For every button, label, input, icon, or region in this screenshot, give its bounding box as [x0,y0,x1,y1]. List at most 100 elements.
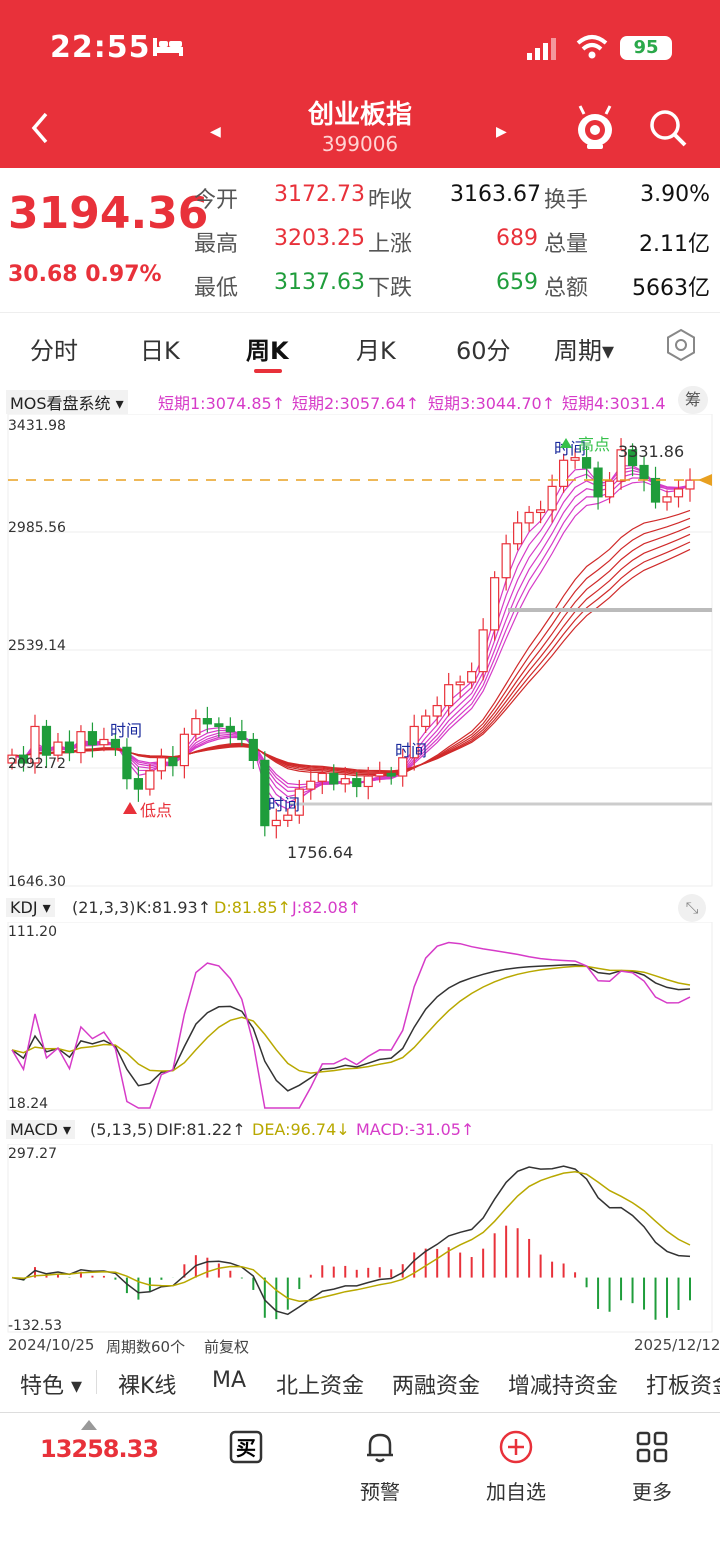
adjust-mode[interactable]: 前复权 [204,1338,250,1356]
macd-dif-value: DIF:81.22↑ [156,1120,246,1139]
tab-limit-up[interactable]: 打板资金 [646,1374,720,1399]
candle [639,464,649,480]
settings-hexagon-icon[interactable] [664,328,698,362]
candle [145,770,155,790]
chart-grid [7,414,713,887]
macd-selector[interactable]: MACD ▾ [6,1120,76,1139]
candle [386,772,396,777]
chip-distribution-button[interactable]: 筹 [678,386,708,414]
high-value: 3203.25 [274,226,365,251]
volume-label: 总量 [544,232,589,257]
short-term-3: 短期3:3044.70↑ [428,394,556,413]
more-button[interactable]: 更多 [602,1429,702,1505]
main-indicator-selector[interactable]: MOS看盘系统 ▾ [6,390,128,414]
candle [547,485,557,511]
down-count-value: 659 [496,270,538,295]
tab-margin[interactable]: 两融资金 [392,1374,481,1399]
low-label: 最低 [194,276,239,301]
assistant-mascot-icon[interactable] [574,104,616,150]
tab-monthly-k[interactable]: 月K [356,337,396,365]
tab-ma[interactable]: MA [212,1368,247,1393]
candle [536,509,546,514]
kdj-selector[interactable]: KDJ ▾ [6,898,55,917]
candle [467,671,477,683]
candle [317,772,327,782]
kdj-d-line [11,965,691,1074]
kdj-d-value: D:81.85↑ [214,898,291,917]
macd-histogram [22,1225,691,1320]
tab-northbound[interactable]: 北上资金 [276,1374,365,1399]
tab-intraday[interactable]: 分时 [30,337,78,365]
active-tab-indicator [254,369,282,373]
buy-button[interactable]: 买 [196,1429,296,1476]
up-count-label: 上涨 [368,232,413,257]
turnover-label: 换手 [544,188,589,213]
more-label: 更多 [632,1480,672,1504]
candle [558,459,569,487]
bottom-navigation: 13258.33 买 预警 加自选 更多 [0,1412,720,1558]
expand-up-icon[interactable] [80,1419,98,1431]
up-count-value: 689 [496,226,538,251]
candle [570,457,580,461]
short-term-4: 短期4:3031.4 [562,394,666,413]
add-watchlist-button[interactable]: 加自选 [466,1429,566,1505]
back-icon[interactable] [26,108,56,148]
time-label-2: 时间 [268,795,300,814]
high-price-mark: 3331.86 [618,442,684,461]
candle [64,741,75,754]
tab-daily-k[interactable]: 日K [140,337,180,365]
index-ticker[interactable]: 13258.33 [40,1435,159,1463]
kline-chart[interactable]: 3431.98 2985.56 2539.14 2092.72 1646.30 … [0,414,720,888]
tab-holdings-change[interactable]: 增减持资金 [508,1374,619,1399]
x-axis-start: 2024/10/25 [8,1336,95,1354]
time-label-4: 时间 [554,439,586,458]
search-icon[interactable] [648,108,688,148]
candle [237,731,247,741]
tab-featured[interactable]: 特色 ▾ [20,1374,83,1399]
prev-stock-icon[interactable]: ◀ [210,124,221,140]
candle [340,778,350,785]
y-axis-bottom: 1646.30 [8,874,66,888]
prev-close-value: 3163.67 [450,182,541,207]
candle [685,479,695,490]
add-watchlist-label: 加自选 [486,1480,546,1504]
candle [398,757,408,777]
y-axis-3: 2539.14 [8,638,66,654]
low-price-mark: 1756.64 [287,843,353,862]
kdj-indicator-bar: KDJ ▾ (21,3,3) K:81.93↑ D:81.85↑ J:82.08… [0,894,720,922]
alert-button[interactable]: 预警 [330,1429,430,1505]
candle [202,718,212,725]
expand-icon[interactable]: ⤡ [678,894,706,922]
tab-period-dropdown[interactable]: 周期▾ [554,337,615,365]
short-ma-line [11,467,691,804]
cellular-signal-icon [527,38,556,60]
next-stock-icon[interactable]: ▶ [496,124,507,140]
macd-dea-line [11,1171,691,1302]
candle [673,488,684,498]
sleep-mode-icon [153,38,183,56]
candle [604,480,615,498]
short-term-2: 短期2:3057.64↑ [292,394,420,413]
candle [650,477,661,503]
candle [271,819,281,827]
candle [99,738,109,746]
candle [490,577,500,631]
tab-60min[interactable]: 60分 [456,337,511,365]
kdj-k-line [11,963,691,1092]
macd-histogram-value: MACD:-31.05↑ [356,1120,475,1139]
down-count-label: 下跌 [368,276,413,301]
candle [616,449,626,482]
candle [421,715,431,728]
low-point-label: 低点 [140,801,172,820]
open-label: 今开 [194,188,239,213]
stock-code: 399006 [321,132,399,156]
svg-text:买: 买 [236,1436,256,1460]
tab-weekly-k[interactable]: 周K [246,337,289,365]
price-change: 30.68 0.97% [8,262,162,287]
candle [191,718,201,735]
candle [122,746,132,780]
tab-naked-k[interactable]: 裸K线 [118,1374,177,1399]
short-ma-line [11,465,691,811]
y-axis-2: 2985.56 [8,520,66,536]
macd-indicator-bar: MACD ▾ (5,13,5) DIF:81.22↑ DEA:96.74↓ MA… [0,1116,720,1144]
